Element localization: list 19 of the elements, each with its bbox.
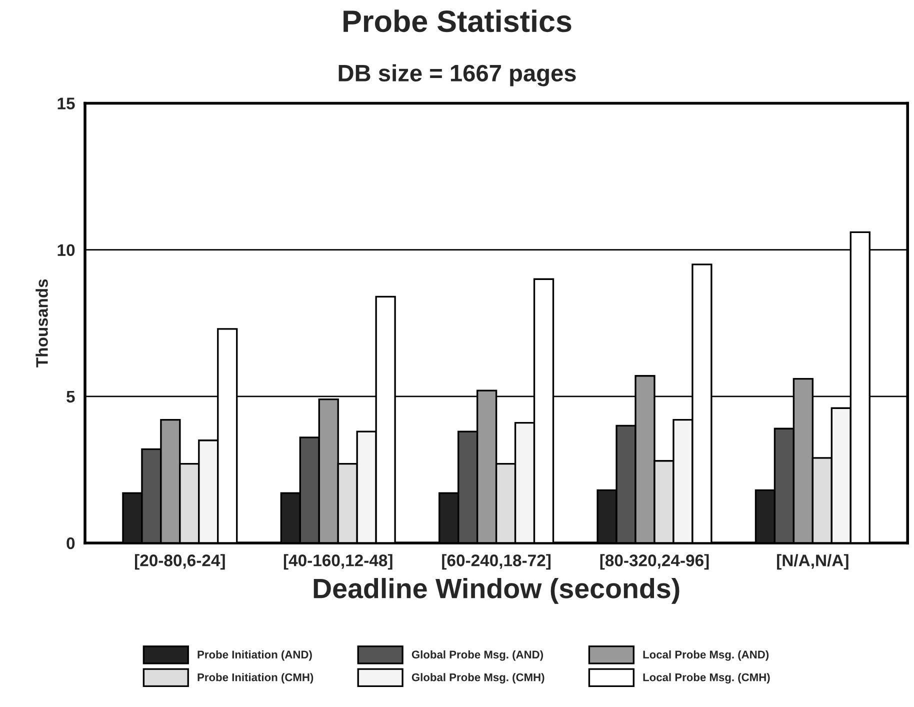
x-tick-label: [80-320,24-96] — [600, 554, 709, 570]
x-tick-label: [20-80,6-24] — [135, 554, 225, 570]
x-axis-title: Deadline Window (seconds) — [314, 578, 680, 604]
legend-label: Global Probe Msg. (CMH) — [412, 673, 544, 684]
x-tick-label: [60-240,18-72] — [442, 554, 550, 570]
legend-label: Global Probe Msg. (AND) — [412, 650, 543, 661]
x-tick-label: [N/A,N/A] — [777, 554, 848, 570]
y-tick-label: 0 — [66, 537, 75, 550]
legend-label: Probe Initiation (AND) — [198, 650, 312, 661]
y-tick-label: 10 — [58, 244, 75, 256]
legend-label: Local Probe Msg. (AND) — [643, 650, 769, 661]
chart-subtitle: DB size = 1667 pages — [338, 64, 576, 86]
y-tick-label: 15 — [58, 98, 75, 110]
x-tick-label: [40-160,12-48] — [284, 554, 392, 570]
chart-title: Probe Statistics — [344, 10, 572, 32]
legend-label: Probe Initiation (CMH) — [198, 673, 314, 684]
legend-label: Local Probe Msg. (CMH) — [643, 673, 770, 684]
y-tick-label: 5 — [66, 390, 75, 403]
y-axis-title: Thousands — [36, 279, 48, 368]
